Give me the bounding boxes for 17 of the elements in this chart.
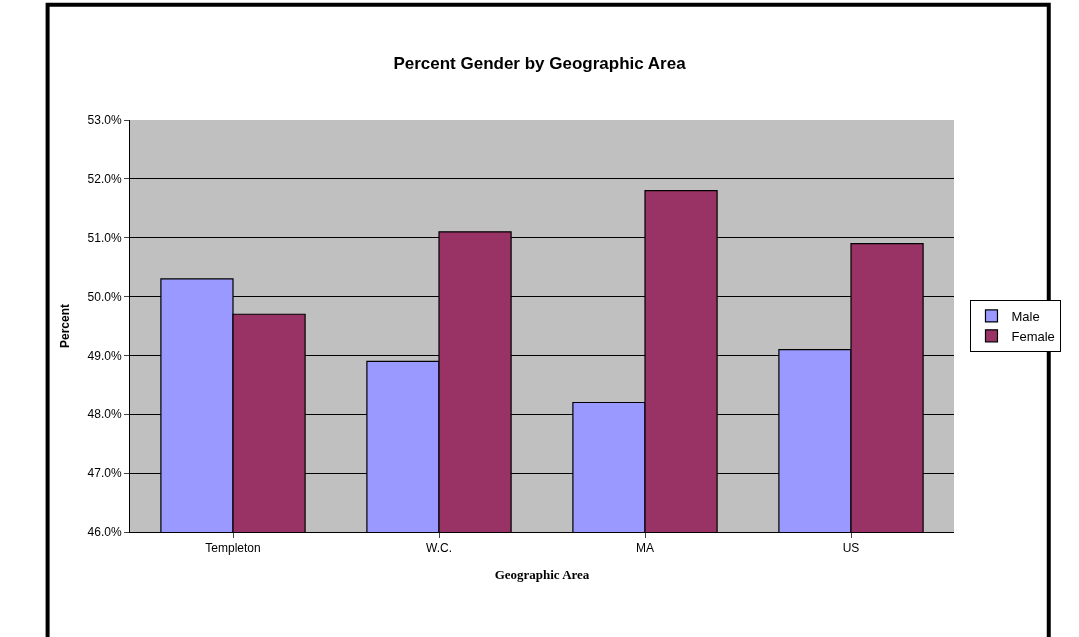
- x-tick-label: MA: [636, 541, 654, 556]
- y-axis-title: Percent: [57, 303, 72, 349]
- x-tick-label: US: [842, 541, 860, 556]
- y-tick-label: 51.0%: [87, 230, 122, 245]
- legend-label: Male: [1011, 309, 1040, 325]
- y-tick-label: 53.0%: [87, 113, 122, 128]
- y-tick-label: 49.0%: [87, 348, 122, 363]
- y-tick-label: 48.0%: [87, 407, 122, 422]
- legend-label: Female: [1011, 328, 1055, 344]
- x-axis-title: Geographic Area: [494, 567, 590, 582]
- y-tick-label: 47.0%: [87, 466, 122, 481]
- x-tick-label: Templeton: [205, 541, 261, 556]
- y-tick-label: 52.0%: [87, 172, 122, 187]
- x-tick-label: W.C.: [426, 541, 452, 556]
- y-tick-label: 46.0%: [87, 525, 122, 540]
- y-tick-label: 50.0%: [87, 289, 122, 304]
- chart-title: Percent Gender by Geographic Area: [393, 54, 687, 74]
